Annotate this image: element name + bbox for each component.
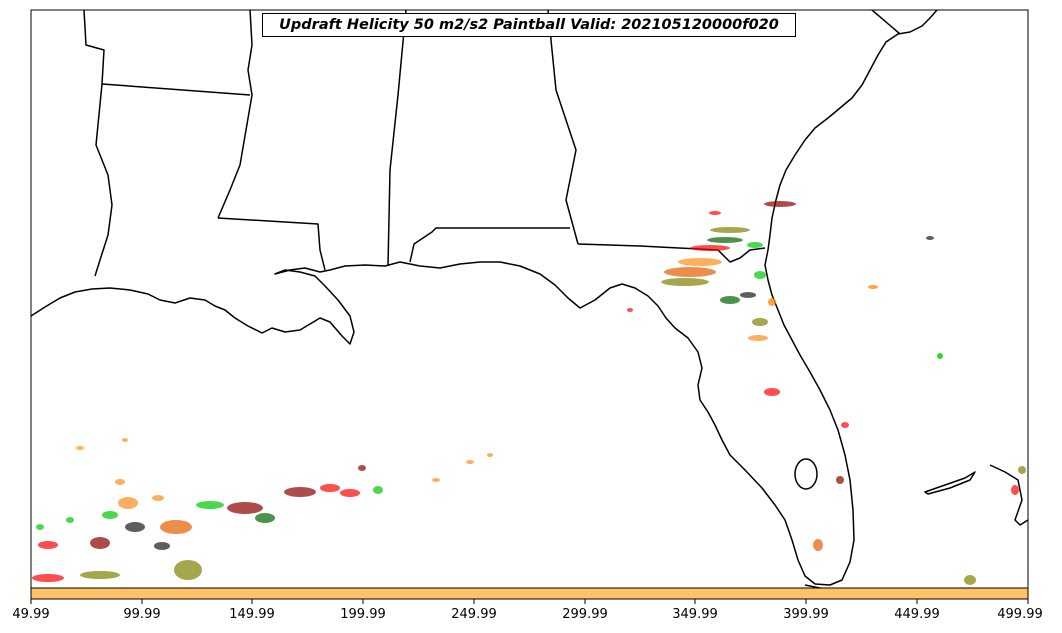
gulf-coastline — [31, 249, 855, 586]
paintball-swath — [764, 201, 796, 207]
x-tick-label: 349.99 — [672, 607, 718, 622]
paintball-swath — [340, 489, 360, 497]
paintball-swath — [813, 539, 823, 551]
paintball-swath — [152, 495, 164, 501]
paintball-swath — [709, 211, 721, 215]
paintball-swath — [964, 575, 976, 585]
x-tick-label: 149.99 — [229, 607, 275, 622]
paintball-swath — [764, 388, 780, 396]
paintball-swath — [160, 520, 192, 534]
paintball-swath — [678, 258, 722, 266]
paintball-swath — [196, 501, 224, 509]
x-tick-label: 449.99 — [894, 607, 940, 622]
map-title: Updraft Helicity 50 m2/s2 Paintball Vali… — [262, 13, 796, 37]
x-axis-ticks — [30, 599, 1029, 604]
x-tick-label: 49.99 — [12, 607, 50, 622]
paintball-swath — [320, 484, 340, 492]
paintball-swath — [118, 497, 138, 509]
x-tick-label: 199.99 — [340, 607, 386, 622]
colorbar-strip — [30, 587, 1029, 600]
bahamas-outline-east — [989, 464, 1028, 526]
paintball-swath — [432, 478, 440, 482]
lake-okeechobee — [794, 458, 818, 490]
state-border-tx-la — [83, 10, 113, 277]
paintball-swath — [90, 537, 110, 549]
paintball-swath — [255, 513, 275, 523]
state-border-ms-al — [387, 10, 407, 267]
paintball-swath — [32, 574, 64, 582]
x-tick-label: 249.99 — [451, 607, 497, 622]
atlantic-coastline — [767, 10, 938, 251]
paintball-swath — [752, 318, 768, 326]
paintball-swath — [154, 542, 170, 550]
paintball-swath — [373, 486, 383, 494]
paintball-swath — [36, 524, 44, 530]
paintball-swath — [487, 453, 493, 457]
paintball-swath — [690, 245, 730, 251]
paintball-swath — [1011, 485, 1019, 495]
paintball-swath — [768, 298, 776, 306]
paintball-swath — [754, 271, 766, 279]
paintball-swath — [710, 227, 750, 233]
state-border-ar-la — [101, 83, 251, 96]
paintball-swath — [836, 476, 844, 484]
paintball-swath — [937, 353, 943, 359]
paintball-swath — [747, 242, 763, 248]
paintball-swath — [841, 422, 849, 428]
paintball-swath — [115, 479, 125, 485]
state-border-ga-fl — [577, 243, 766, 263]
paintball-swath — [125, 522, 145, 532]
paintball-swath — [664, 267, 716, 277]
paintball-swath — [720, 296, 740, 304]
paintball-swath — [38, 541, 58, 549]
paintball-swath — [66, 517, 74, 523]
x-tick-label: 99.99 — [123, 607, 161, 622]
state-border-ms-river — [217, 10, 253, 219]
state-border-al-fl — [409, 227, 570, 263]
paintball-swath — [76, 446, 84, 450]
paintball-swath — [466, 460, 474, 464]
paintball-swath — [284, 487, 316, 497]
paintball-swath — [227, 502, 263, 514]
x-tick-label: 299.99 — [562, 607, 608, 622]
paintball-swath — [707, 237, 743, 243]
paintball-swath — [868, 285, 878, 289]
paintball-swath — [926, 236, 934, 240]
paintball-swath — [1018, 466, 1026, 474]
state-border-al-ga — [547, 10, 579, 245]
paintball-swath — [358, 465, 366, 471]
paintball-swath — [661, 278, 709, 286]
paintball-swath — [740, 292, 756, 298]
state-border-la-ms — [217, 217, 326, 271]
paintball-swath — [748, 335, 768, 341]
state-border-tn — [871, 10, 901, 35]
paintball-swath — [627, 308, 633, 312]
paintball-swath — [122, 438, 128, 442]
paintball-swaths — [32, 201, 1026, 585]
paintball-swath — [80, 571, 120, 579]
paintball-swath — [102, 511, 118, 519]
x-tick-label: 499.99 — [997, 607, 1043, 622]
map-frame — [30, 9, 1029, 600]
paintball-swath — [174, 560, 202, 580]
bahamas-outline — [924, 471, 976, 495]
x-tick-label: 399.99 — [783, 607, 829, 622]
map-area — [31, 10, 1028, 590]
